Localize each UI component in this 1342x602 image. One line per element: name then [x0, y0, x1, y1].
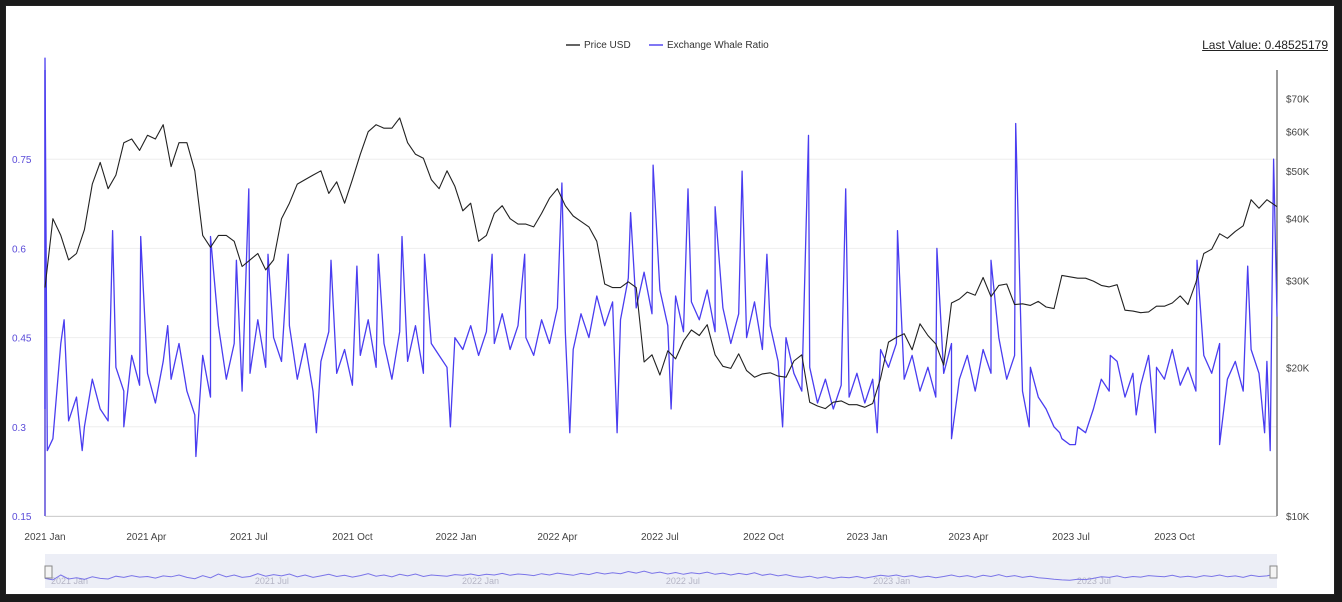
navigator-background[interactable]	[45, 554, 1277, 588]
right-tick-label: $40K	[1286, 215, 1310, 226]
x-tick-label: 2022 Apr	[537, 532, 578, 543]
legend[interactable]: Price USD Exchange Whale Ratio	[566, 40, 769, 51]
navigator-series-line	[44, 570, 1278, 581]
x-tick-label: 2023 Oct	[1154, 532, 1195, 543]
chart-frame: Last Value: 0.48525179 0.15 0.3 0.45 0.6 0.7…	[5, 5, 1335, 595]
right-tick-label: $10K	[1286, 512, 1310, 523]
x-tick-label: 2021 Jan	[24, 532, 65, 543]
right-tick-label: $70K	[1286, 95, 1310, 106]
left-tick-label: 0.15	[12, 512, 32, 523]
x-tick-label: 2021 Jul	[230, 532, 268, 543]
left-tick-label: 0.6	[12, 244, 26, 255]
grid-lines	[45, 158, 1277, 517]
navigator-left-handle[interactable]	[44, 565, 53, 579]
x-tick-label: 2022 Jan	[435, 532, 476, 543]
legend-ratio-label[interactable]: Exchange Whale Ratio	[667, 40, 769, 51]
right-tick-label: $50K	[1286, 167, 1310, 178]
right-tick-label: $60K	[1286, 128, 1310, 139]
right-axis: $10K $20K $30K $40K $50K $60K $70K	[1276, 70, 1310, 523]
x-axis: 2021 Jan 2021 Apr 2021 Jul 2021 Oct 2022 Jan…	[24, 516, 1277, 543]
navigator-label: 2022 Jul	[666, 576, 700, 586]
left-tick-label: 0.45	[12, 334, 32, 345]
x-tick-label: 2022 Oct	[743, 532, 784, 543]
x-tick-label: 2023 Jan	[847, 532, 888, 543]
chart-canvas: 0.150.30.450.60.75 $10K$20K$30K$40K$50K$…	[12, 40, 1310, 588]
navigator[interactable]: 2021 Jan 2021 Jul 2022 Jan 2022 Jul 2023 Jan…	[44, 554, 1278, 588]
series-line-exchange-whale-ratio[interactable]	[44, 57, 1278, 458]
left-axis: 0.15 0.3 0.45 0.6 0.75	[12, 70, 46, 523]
x-tick-label: 2022 Jul	[641, 532, 679, 543]
x-tick-label: 2023 Jul	[1052, 532, 1090, 543]
x-tick-label: 2021 Oct	[332, 532, 373, 543]
legend-price-label[interactable]: Price USD	[584, 40, 631, 51]
navigator-label: 2021 Jul	[255, 576, 289, 586]
x-tick-label: 2023 Apr	[948, 532, 989, 543]
navigator-right-handle[interactable]	[1269, 565, 1278, 579]
series-layer	[44, 57, 1278, 458]
x-tick-label: 2021 Apr	[126, 532, 167, 543]
series-line-price-usd[interactable]	[44, 117, 1278, 410]
navigator-label: 2021 Jan	[51, 576, 88, 586]
navigator-label: 2023 Jan	[873, 576, 910, 586]
left-tick-label: 0.3	[12, 423, 26, 434]
left-tick-label: 0.75	[12, 155, 32, 166]
right-tick-label: $20K	[1286, 363, 1310, 374]
navigator-labels: 2021 Jan 2021 Jul 2022 Jan 2022 Jul 2023 Jan…	[51, 576, 1111, 586]
last-value-label: Last Value: 0.48525179	[1202, 38, 1328, 52]
navigator-label: 2022 Jan	[462, 576, 499, 586]
right-tick-label: $30K	[1286, 276, 1310, 287]
navigator-label: 2023 Jul	[1077, 576, 1111, 586]
